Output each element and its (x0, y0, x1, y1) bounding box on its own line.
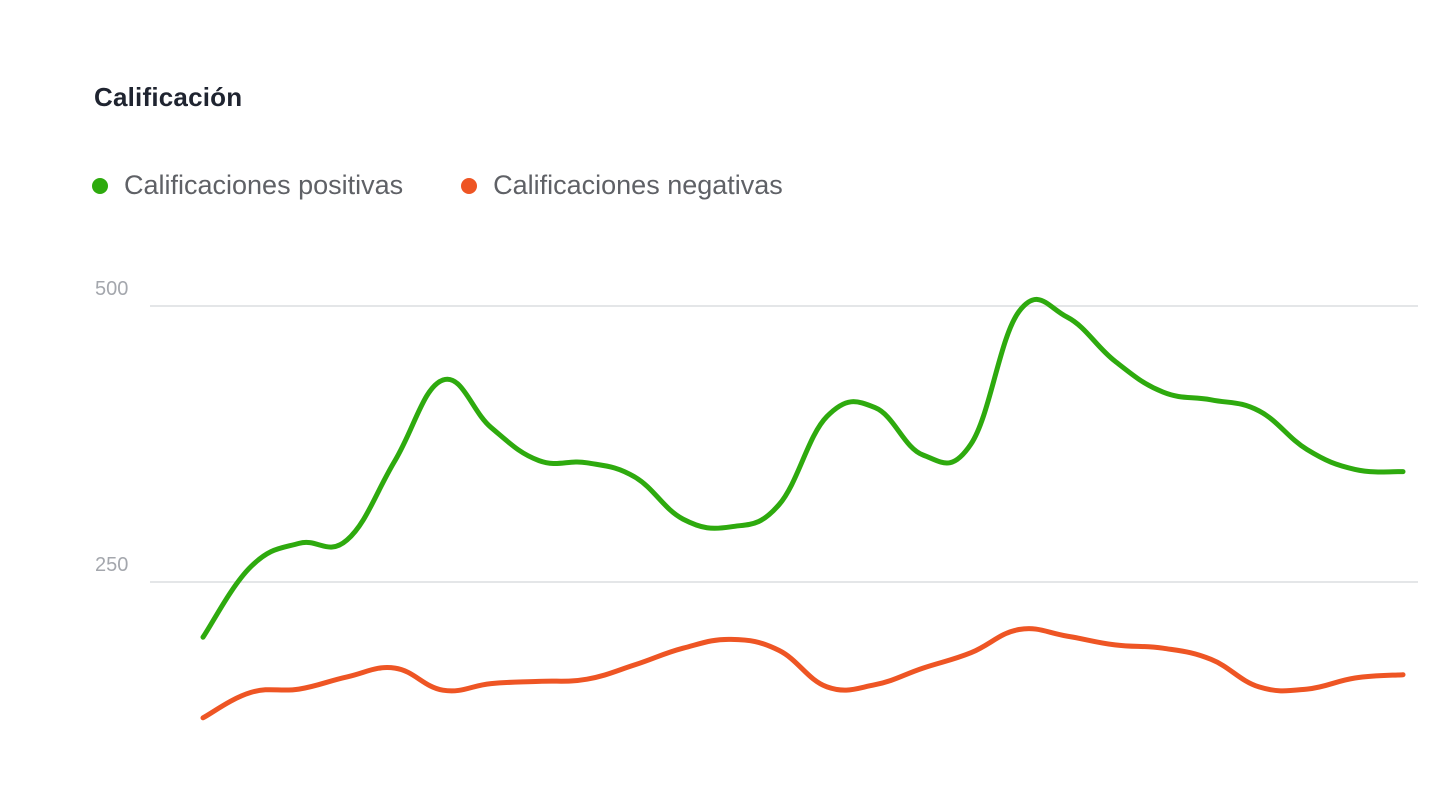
y-tick-label-250: 250 (95, 554, 128, 576)
legend-dot-icon-positive (92, 177, 108, 194)
legend-item-negative[interactable]: Calificaciones negativas (461, 170, 783, 201)
chart-legend: Calificaciones positivas Calificaciones … (92, 170, 783, 201)
legend-label-positive: Calificaciones positivas (124, 170, 404, 200)
y-tick-label-500: 500 (95, 278, 128, 300)
legend-dot-icon-negative (461, 177, 478, 194)
legend-item-positive[interactable]: Calificaciones positivas (92, 170, 403, 201)
series-line-positive[interactable] (200, 296, 1406, 640)
series-line-negative[interactable] (200, 626, 1406, 721)
chart-title: Calificación (94, 82, 243, 112)
legend-label-negative: Calificaciones negativas (493, 170, 783, 200)
